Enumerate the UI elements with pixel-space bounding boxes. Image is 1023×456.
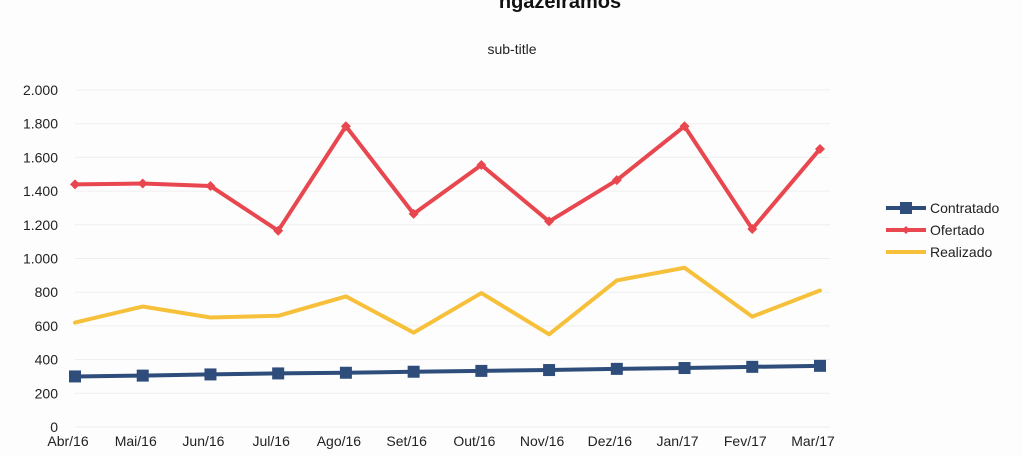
data-point-ofertado [476,159,487,170]
y-tick-label: 800 [35,284,59,300]
x-tick-label: Dez/16 [588,433,633,449]
data-point-contratado [814,359,826,372]
y-tick-label: 1.400 [23,183,58,199]
y-tick-label: 1.800 [23,116,58,132]
x-tick-label: Ago/16 [317,433,362,449]
legend-label-ofertado: Ofertado [930,222,985,238]
legend: Contratado Ofertado Realizado [886,200,999,260]
chart-title: ngazeiramos [499,0,621,13]
x-tick-label: Mai/16 [115,433,157,449]
data-point-contratado [475,364,488,377]
x-tick-label: Jun/16 [182,433,224,449]
y-tick-label: 1.000 [23,251,58,267]
data-point-contratado [272,367,285,380]
series-line-ofertado [73,124,822,233]
x-tick-label: Jan/17 [657,433,699,449]
data-point-contratado [204,368,217,381]
y-tick-label: 1.600 [23,149,58,165]
series-line-realizado [73,265,822,337]
chart-subtitle: sub-title [487,41,536,57]
legend-marker-ofertado [902,226,910,234]
data-point-ofertado [137,178,148,189]
series-lines [69,121,826,383]
data-point-contratado [610,362,623,375]
legend-label-realizado: Realizado [930,244,992,260]
x-tick-label: Abr/16 [47,433,88,449]
data-point-ofertado [408,208,419,219]
legend-label-contratado: Contratado [930,200,999,216]
data-point-ofertado [273,225,284,236]
y-tick-label: 0 [50,419,58,435]
data-point-contratado [543,364,556,377]
data-point-ofertado [747,224,758,235]
y-axis-ticks: 0 200 400 600 800 1.000 1.200 1.400 1.600 1.800 2.… [23,82,58,435]
data-point-contratado [746,360,759,373]
data-point-contratado [339,366,352,379]
data-point-ofertado [815,143,825,154]
x-tick-label: Jul/16 [253,433,291,449]
x-tick-label: Fev/17 [724,433,767,449]
data-point-ofertado [544,216,555,227]
x-axis-ticks: Abr/16 Mai/16 Jun/16 Jul/16 Ago/16 Set/16 Out/… [47,433,835,449]
x-tick-label: Nov/16 [520,433,565,449]
data-point-ofertado [70,179,80,190]
x-tick-label: Mar/17 [791,433,835,449]
y-tick-label: 600 [35,318,59,334]
data-point-contratado [69,370,81,383]
data-point-ofertado [340,121,351,132]
data-point-contratado [136,369,149,382]
data-point-ofertado [679,121,690,132]
y-tick-label: 200 [35,385,59,401]
data-point-ofertado [611,175,622,186]
x-tick-label: Set/16 [386,433,427,449]
series-line-contratado [73,363,822,379]
x-tick-label: Out/16 [453,433,495,449]
legend-marker-contratado [900,202,912,214]
data-point-ofertado [205,181,216,192]
y-tick-label: 1.200 [23,217,58,233]
grid-lines [75,89,830,428]
data-point-contratado [407,365,420,378]
y-tick-label: 400 [35,352,59,368]
y-tick-label: 2.000 [23,82,58,98]
data-point-contratado [678,362,691,375]
